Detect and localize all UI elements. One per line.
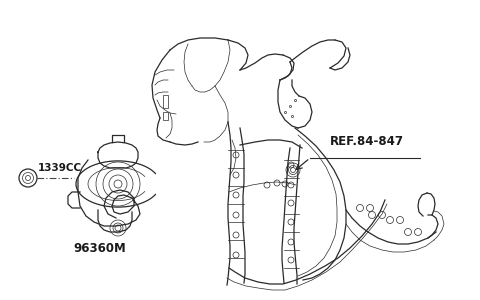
Text: REF.84-847: REF.84-847: [330, 135, 404, 148]
Text: 1339CC: 1339CC: [38, 163, 82, 173]
Text: 96360M: 96360M: [73, 242, 126, 254]
